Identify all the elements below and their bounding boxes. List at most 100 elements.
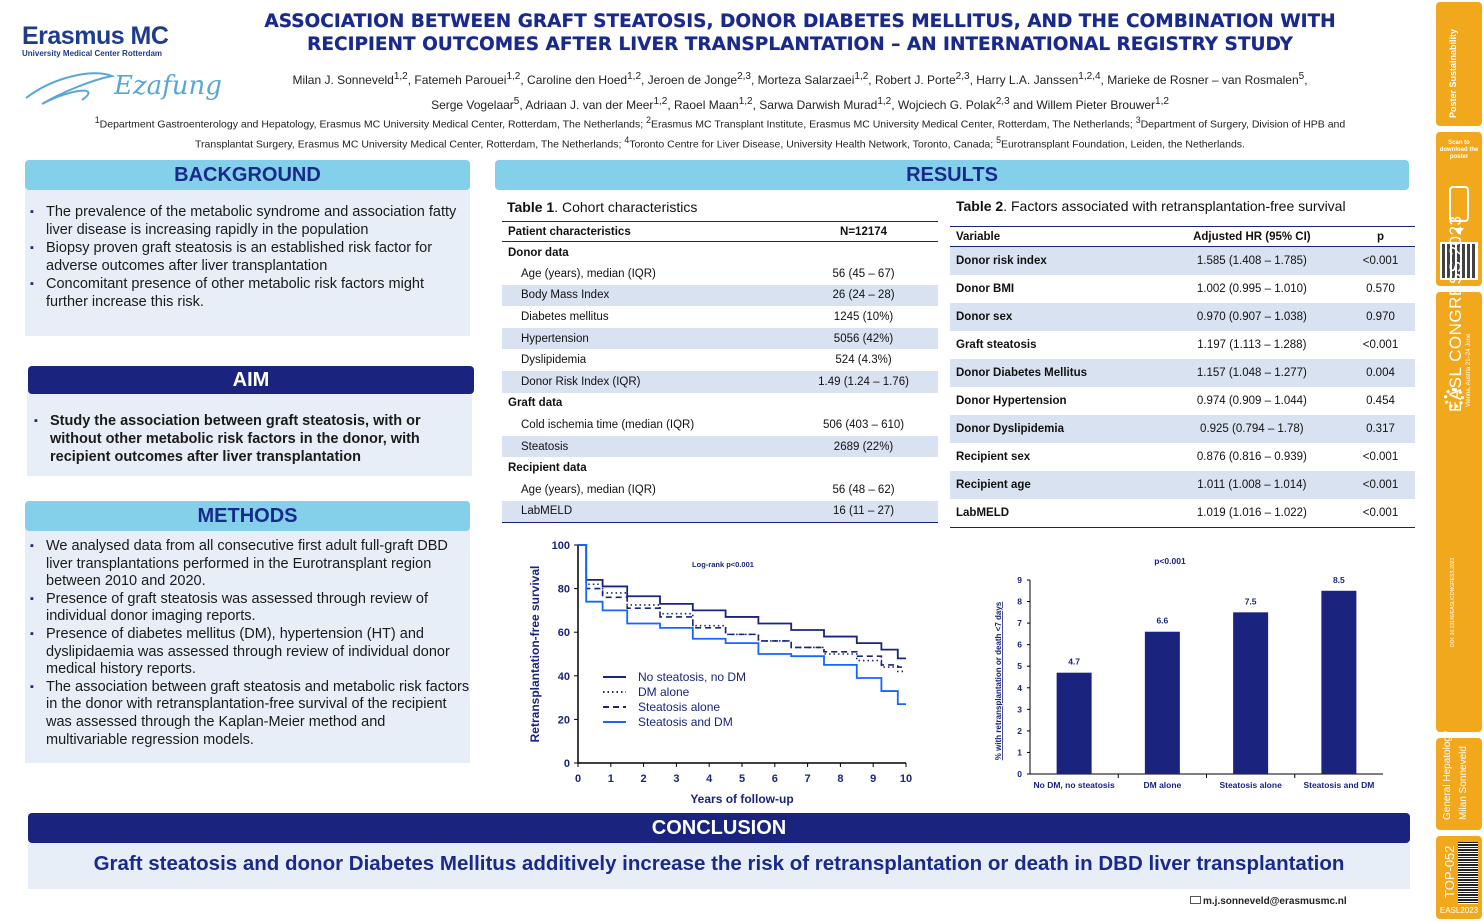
y-tick-label: 6 bbox=[1017, 640, 1022, 650]
authors-line-1: Milan J. Sonneveld1,2, Fatemeh Parouei1,… bbox=[292, 71, 1308, 87]
poster-code: TOP-052 bbox=[1442, 845, 1457, 898]
bar bbox=[1321, 590, 1357, 774]
table-row: Recipient data bbox=[502, 457, 938, 479]
conclusion-heading: CONCLUSION bbox=[28, 813, 1410, 843]
x-tick-label: 8 bbox=[837, 773, 843, 785]
table-row: LabMELD 1.019 (1.016 – 1.022) <0.001 bbox=[950, 499, 1415, 528]
table-cell-hr: 1.019 (1.016 – 1.022) bbox=[1157, 499, 1346, 528]
table-cell-hr: 1.011 (1.008 – 1.014) bbox=[1157, 471, 1346, 500]
table-cell-value: 524 (4.3%) bbox=[835, 354, 892, 367]
list-item: Concomitant presence of other metabolic … bbox=[28, 275, 458, 311]
aim-heading: AIM bbox=[28, 366, 474, 394]
qr-code[interactable] bbox=[1440, 242, 1478, 280]
table-row: Donor risk index 1.585 (1.408 – 1.785) <0.… bbox=[950, 246, 1415, 275]
list-item: Study the association between graft stea… bbox=[32, 412, 452, 466]
poster-title: ASSOCIATION BETWEEN GRAFT STEATOSIS, DON… bbox=[220, 10, 1380, 56]
table-row: Donor Risk Index (IQR) 1.49 (1.24 – 1.76) bbox=[502, 371, 938, 393]
easl-flower-icon bbox=[1444, 388, 1464, 408]
table-cell-p: 0.317 bbox=[1345, 415, 1415, 444]
phone-icon bbox=[1449, 186, 1469, 222]
x-tick-label: 7 bbox=[805, 773, 811, 785]
table2-caption-rest: . Factors associated with retransplantat… bbox=[1003, 198, 1346, 214]
table-cell-hr: 1.197 (1.113 – 1.288) bbox=[1197, 338, 1307, 351]
table-row: Age (years), median (IQR) 56 (48 – 62) bbox=[502, 479, 938, 501]
table-cell-hr: 0.970 (0.907 – 1.038) bbox=[1157, 302, 1346, 331]
table-cell-value bbox=[789, 457, 938, 479]
table-row: Steatosis 2689 (22%) bbox=[502, 435, 938, 458]
bar bbox=[1144, 631, 1180, 774]
table-cell-label: Hypertension bbox=[502, 327, 790, 350]
table-cell-value: 1245 (10%) bbox=[833, 311, 894, 324]
easl-code: EASL2023 bbox=[1439, 906, 1479, 915]
x-tick-label: 6 bbox=[772, 773, 778, 785]
km-series-line bbox=[578, 544, 906, 660]
list-item: The prevalence of the metabolic syndrome… bbox=[28, 203, 458, 239]
contact-email[interactable]: m.j.sonneveld@erasmusmc.nl bbox=[1190, 896, 1347, 907]
table-row: Cold ischemia time (median (IQR) 506 (403… bbox=[502, 414, 938, 436]
table-cell-label: Graft data bbox=[508, 397, 563, 410]
table2-col-p: p bbox=[1345, 226, 1415, 247]
table-cell-label: Donor Risk Index (IQR) bbox=[502, 371, 790, 393]
y-axis-label: Retransplantation-free survival bbox=[528, 566, 542, 743]
bar-value-label: 6.6 bbox=[1156, 616, 1168, 626]
table-row: Age (years), median (IQR) 56 (45 – 67) bbox=[502, 263, 938, 285]
table-cell-value bbox=[789, 242, 938, 264]
table1-caption-rest: . Cohort characteristics bbox=[554, 199, 698, 215]
table1-caption: Table 1. Cohort characteristics bbox=[507, 199, 697, 215]
table-row: Donor Diabetes Mellitus 1.157 (1.048 – 1.… bbox=[950, 358, 1415, 387]
title-line-1: ASSOCIATION BETWEEN GRAFT STEATOSIS, DON… bbox=[264, 11, 1336, 32]
affiliations: 1Department Gastroenterology and Hepatol… bbox=[20, 113, 1420, 152]
table-cell-variable: Donor Diabetes Mellitus bbox=[950, 358, 1158, 387]
affiliations-line-2: Transplantat Surgery, Erasmus MC Univers… bbox=[195, 134, 1245, 151]
legend-label: Steatosis and DM bbox=[638, 715, 733, 729]
bar bbox=[1056, 672, 1092, 774]
x-tick-label: 0 bbox=[575, 773, 581, 785]
table2-caption-bold: Table 2 bbox=[956, 198, 1004, 214]
legend-label: No steatosis, no DM bbox=[638, 670, 746, 684]
table-cell-hr: 1.585 (1.408 – 1.785) bbox=[1157, 246, 1346, 275]
bar bbox=[1233, 612, 1269, 774]
table-cell-value: 56 (45 – 67) bbox=[832, 267, 895, 280]
affiliations-line-1: 1Department Gastroenterology and Hepatol… bbox=[94, 115, 1346, 131]
sustainability-box: Poster Sustainability bbox=[1436, 2, 1482, 126]
y-tick-label: 5 bbox=[1017, 661, 1022, 671]
table-cell-p: <0.001 bbox=[1362, 451, 1399, 464]
table1-body: Donor data Age (years), median (IQR) 56 (4… bbox=[502, 242, 938, 523]
km-series-line bbox=[578, 544, 906, 706]
table-row: Donor sex 0.970 (0.907 – 1.038) 0.970 bbox=[950, 302, 1415, 331]
table2-caption: Table 2. Factors associated with retrans… bbox=[956, 198, 1346, 214]
km-survival-chart: 0 20 40 60 80 100 0 1 2 3 4 5 6 7 8 9 10 Years of follow-… bbox=[525, 537, 925, 809]
y-tick-label: 80 bbox=[558, 584, 570, 596]
table-cell-value: 506 (403 – 610) bbox=[822, 419, 905, 432]
x-tick-label: 9 bbox=[870, 773, 876, 785]
email-text[interactable]: m.j.sonneveld@erasmusmc.nl bbox=[1203, 896, 1347, 907]
list-item: Presence of diabetes mellitus (DM), hype… bbox=[28, 626, 470, 679]
table1-col-label: Patient characteristics bbox=[502, 221, 790, 242]
x-tick-label: 3 bbox=[673, 773, 679, 785]
table-row: Donor data bbox=[502, 242, 938, 264]
x-tick-label: 4 bbox=[706, 773, 713, 785]
table-cell-p: 0.970 bbox=[1345, 302, 1415, 331]
table-cell-value: 56 (48 – 62) bbox=[832, 483, 895, 496]
qr-box: Scan to download the poster bbox=[1436, 132, 1482, 286]
table-cell-hr: 1.157 (1.048 – 1.277) bbox=[1157, 358, 1346, 387]
table-row: Donor BMI 1.002 (0.995 – 1.010) 0.570 bbox=[950, 275, 1415, 303]
x-tick-label: 5 bbox=[739, 773, 745, 785]
congress-box: EASL CONGRESS 2023 Vienna, Austria 21–24… bbox=[1436, 216, 1482, 732]
table-cell-label: Age (years), median (IQR) bbox=[521, 267, 656, 280]
factors-table: Variable Adjusted HR (95% CI) p Donor ri… bbox=[950, 226, 1415, 528]
mail-icon bbox=[1190, 896, 1201, 904]
table-cell-label: Body Mass Index bbox=[502, 284, 790, 307]
y-tick-label: 60 bbox=[558, 627, 570, 639]
table-cell-label: Donor data bbox=[508, 246, 569, 259]
logo-brand: Erasmus MC bbox=[22, 22, 169, 50]
y-tick-label: 100 bbox=[552, 540, 570, 552]
list-item: Presence of graft steatosis was assessed… bbox=[28, 591, 470, 626]
code-box: TOP-052 EASL2023 bbox=[1436, 836, 1482, 919]
erasmus-logo: Erasmus MC University Medical Center Rot… bbox=[22, 22, 222, 112]
table-cell-variable: Graft steatosis bbox=[956, 338, 1037, 351]
x-tick-label: 10 bbox=[900, 773, 912, 785]
table2-body: Donor risk index 1.585 (1.408 – 1.785) <0.… bbox=[950, 246, 1415, 528]
methods-list: We analysed data from all consecutive fi… bbox=[28, 538, 470, 749]
table-row: Donor Hypertension 0.974 (0.909 – 1.044) 0… bbox=[950, 387, 1415, 415]
